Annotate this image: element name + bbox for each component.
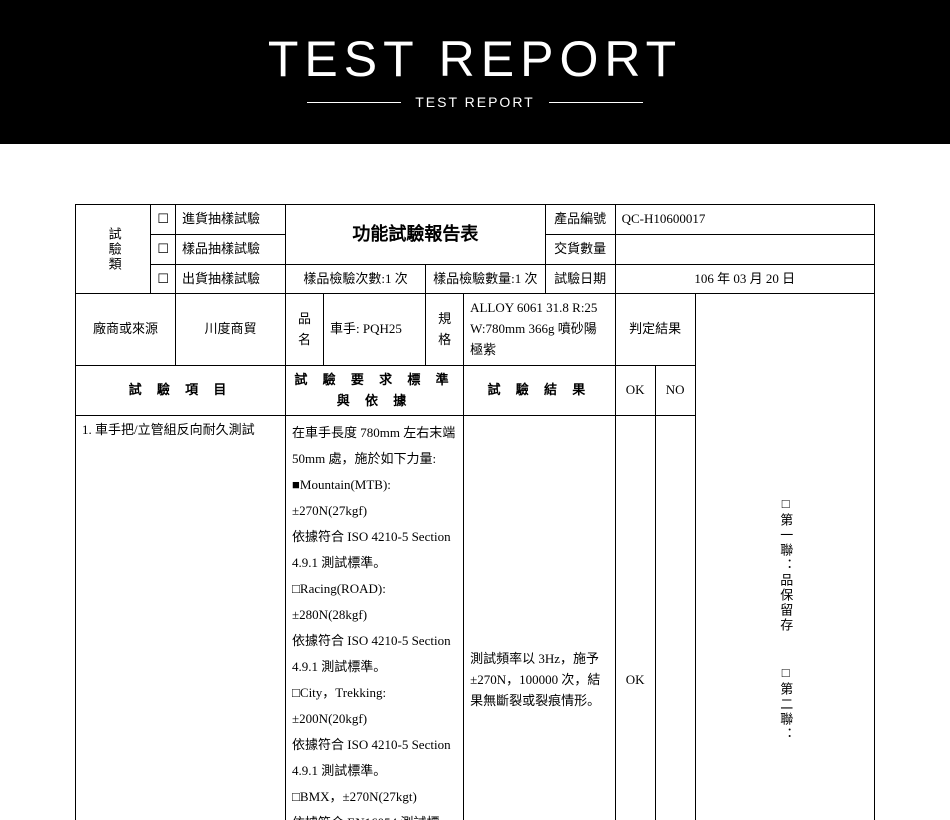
report-table: 試驗類 ☐ 進貨抽樣試驗 功能試驗報告表 產品編號 QC-H10600017 ☐… xyxy=(75,204,875,820)
col-ok-header: OK xyxy=(615,365,655,416)
vendor-label: 廠商或來源 xyxy=(76,294,176,365)
item-name: 車手: PQH25 xyxy=(324,294,426,365)
test-type-vertical-label: 試驗類 xyxy=(76,205,151,294)
test-item-1: 1. 車手把/立管組反向耐久測試 xyxy=(76,416,286,820)
checkbox-incoming[interactable]: ☐ xyxy=(151,205,176,235)
std-line: 依據符合 ISO 4210-5 Section 4.9.1 測試標準。 xyxy=(292,524,457,576)
divider-line xyxy=(549,102,643,103)
std-line: 依據符合 ISO 4210-5 Section 4.9.1 測試標準。 xyxy=(292,732,457,784)
std-line: 依據符合 EN16054 測試標準。 xyxy=(292,810,457,820)
qty-value xyxy=(615,234,874,264)
col-result-header: 試 驗 結 果 xyxy=(464,365,616,416)
spec-value: ALLOY 6061 31.8 R:25 W:780mm 366g 噴砂陽極紫 xyxy=(464,294,616,365)
report-document: 試驗類 ☐ 進貨抽樣試驗 功能試驗報告表 產品編號 QC-H10600017 ☐… xyxy=(75,204,875,820)
side-copy-2: □第二聯： xyxy=(778,665,793,742)
hero-title: TEST REPORT xyxy=(0,30,950,88)
checkbox-outgoing-label: 出貨抽樣試驗 xyxy=(176,264,286,294)
checkbox-outgoing[interactable]: ☐ xyxy=(151,264,176,294)
std-line: □BMX，±270N(27kgt) xyxy=(292,784,457,810)
std-line: □Racing(ROAD):±280N(28kgf) xyxy=(292,576,457,628)
test-date-label: 試驗日期 xyxy=(545,264,615,294)
test-ok-1: OK xyxy=(615,416,655,820)
checkbox-incoming-label: 進貨抽樣試驗 xyxy=(176,205,286,235)
product-no: QC-H10600017 xyxy=(615,205,874,235)
std-line: 在車手長度 780mm 左右末端 50mm 處，施於如下力量: xyxy=(292,420,457,472)
std-line: ■Mountain(MTB):±270N(27kgf) xyxy=(292,472,457,524)
judge-label: 判定結果 xyxy=(615,294,695,365)
hero-subtitle: TEST REPORT xyxy=(415,94,535,110)
spec-label: 規格 xyxy=(426,294,464,365)
form-title: 功能試驗報告表 xyxy=(286,205,546,265)
side-copies: □第一聯：品保留存 □第二聯： xyxy=(695,294,874,820)
side-copy-1: □第一聯：品保留存 xyxy=(778,496,793,633)
divider-line xyxy=(307,102,401,103)
test-result-1: 測試頻率以 3Hz，施予±270N，100000 次，結果無斷裂或裂痕情形。 xyxy=(464,416,616,820)
item-name-label: 品名 xyxy=(286,294,324,365)
product-no-label: 產品編號 xyxy=(545,205,615,235)
std-line: 依據符合 ISO 4210-5 Section 4.9.1 測試標準。 xyxy=(292,628,457,680)
std-line: □City，Trekking:±200N(20kgf) xyxy=(292,680,457,732)
hero-subtitle-row: TEST REPORT xyxy=(0,94,950,110)
col-item-header: 試 驗 項 目 xyxy=(76,365,286,416)
hero-banner: TEST REPORT TEST REPORT xyxy=(0,0,950,144)
vendor: 川度商貿 xyxy=(176,294,286,365)
spec-line1: ALLOY 6061 31.8 R:25 xyxy=(470,300,597,315)
checkbox-sample[interactable]: ☐ xyxy=(151,234,176,264)
test-no-1 xyxy=(655,416,695,820)
inspect-qty: 樣品檢驗數量:1 次 xyxy=(426,264,546,294)
col-no-header: NO xyxy=(655,365,695,416)
spec-line2: W:780mm 366g 噴砂陽極紫 xyxy=(470,321,597,357)
inspect-count: 樣品檢驗次數:1 次 xyxy=(286,264,426,294)
checkbox-sample-label: 樣品抽樣試驗 xyxy=(176,234,286,264)
col-std-header: 試 驗 要 求 標 準 與 依 據 xyxy=(286,365,464,416)
test-std-1: 在車手長度 780mm 左右末端 50mm 處，施於如下力量: ■Mountai… xyxy=(286,416,464,820)
qty-label: 交貨數量 xyxy=(545,234,615,264)
test-date: 106 年 03 月 20 日 xyxy=(615,264,874,294)
